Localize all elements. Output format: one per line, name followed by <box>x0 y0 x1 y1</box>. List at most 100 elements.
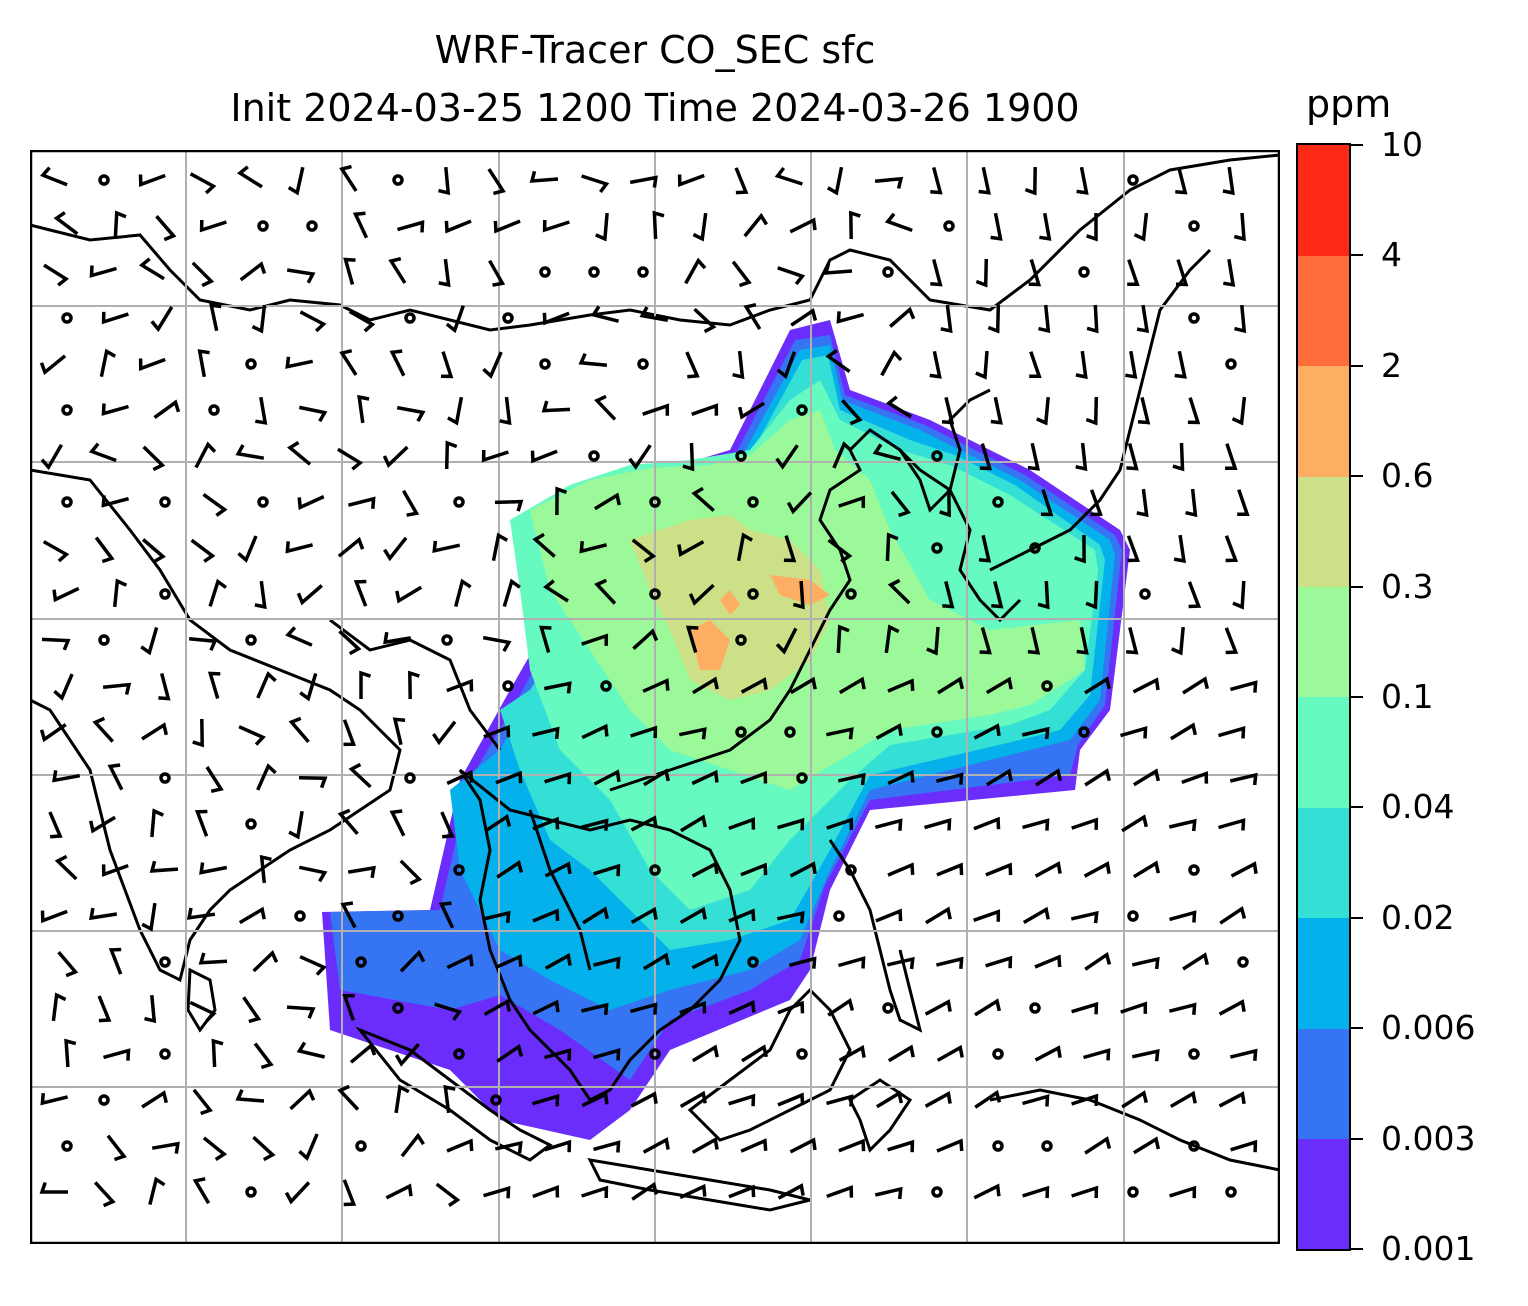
wind-barb <box>679 814 708 833</box>
wind-barb <box>691 1136 719 1154</box>
wind-barb <box>838 1044 866 1062</box>
wind-barb <box>286 441 312 466</box>
wind-barb <box>926 626 940 656</box>
wind-barb <box>199 219 227 233</box>
wind-barb <box>289 1088 316 1111</box>
colorbar-tick-label: 0.1 <box>1381 677 1434 716</box>
wind-barb <box>691 486 715 512</box>
calm-wind-marker <box>490 1094 502 1106</box>
calm-wind-marker <box>453 864 465 876</box>
wind-barb <box>298 1133 319 1161</box>
wind-barb <box>684 257 707 285</box>
wind-barb <box>395 585 423 604</box>
wind-barb <box>777 817 805 831</box>
wind-barb <box>692 212 708 242</box>
wind-barb <box>1085 580 1099 610</box>
wind-barb <box>529 170 559 183</box>
wind-barb <box>199 862 228 875</box>
wind-barb <box>832 441 853 469</box>
colorbar-segment <box>1298 145 1349 256</box>
calm-wind-marker <box>943 220 955 232</box>
wind-barb <box>396 405 426 422</box>
wind-barb <box>141 902 157 932</box>
wind-barb <box>973 816 1001 831</box>
wind-barb <box>496 859 524 879</box>
wind-barb <box>298 776 328 789</box>
calm-wind-marker <box>502 680 514 692</box>
calm-wind-marker <box>796 772 808 784</box>
wind-barb <box>191 261 215 288</box>
wind-barb <box>348 309 376 333</box>
wind-barb <box>432 720 457 746</box>
wind-barb <box>101 403 129 416</box>
wind-barb <box>590 305 620 323</box>
colorbar-tick <box>1351 1248 1363 1250</box>
wind-barb <box>102 682 132 695</box>
colorbar-tick <box>1351 364 1363 367</box>
colorbar-tick-label: 0.02 <box>1381 897 1455 937</box>
wind-barb <box>930 258 943 287</box>
calm-wind-marker <box>931 726 943 738</box>
calm-wind-marker <box>1078 266 1090 278</box>
wind-barb <box>578 352 608 367</box>
wind-barb <box>144 994 157 1024</box>
calm-wind-marker <box>294 910 306 922</box>
colorbar-tick-label: 0.006 <box>1381 1008 1476 1048</box>
wind-barb <box>1218 999 1246 1016</box>
wind-barb <box>1132 768 1161 787</box>
wind-barb <box>688 583 715 606</box>
wind-barb <box>208 578 228 607</box>
calm-wind-marker <box>404 312 416 324</box>
wind-barb <box>789 1137 817 1154</box>
colorbar-tick-label: 2 <box>1381 345 1402 385</box>
calm-wind-marker <box>245 358 257 370</box>
wind-barb <box>642 678 670 693</box>
wind-barb <box>64 1038 77 1068</box>
wind-barb <box>483 998 511 1016</box>
wind-barb <box>740 770 768 785</box>
wind-barb <box>1169 722 1198 741</box>
wind-barb <box>1174 350 1187 379</box>
wind-barb <box>880 349 903 377</box>
wind-barb <box>1071 1093 1099 1106</box>
wind-barb <box>149 860 179 873</box>
calm-wind-marker <box>796 1048 808 1060</box>
wind-barb <box>825 727 854 740</box>
wind-barb <box>786 491 813 515</box>
wind-barb <box>94 536 115 564</box>
wind-barb <box>685 351 700 379</box>
wind-barb <box>1083 861 1111 878</box>
wind-barb <box>929 350 942 379</box>
wind-barb <box>631 1181 659 1201</box>
wind-barb <box>52 770 81 783</box>
wind-barb <box>788 956 817 969</box>
wind-barb <box>1218 726 1246 739</box>
border-inland-1 <box>329 618 502 751</box>
wind-barb <box>52 586 80 603</box>
colorbar-tick-label: 4 <box>1381 235 1402 275</box>
co-band-0.6b <box>720 590 740 615</box>
wind-barb <box>736 532 753 562</box>
wind-barb <box>1218 1091 1246 1108</box>
wind-barb <box>1232 580 1246 610</box>
wind-barb <box>593 1048 621 1061</box>
wind-barb <box>348 762 372 789</box>
wind-barb <box>252 1135 276 1162</box>
wind-barb <box>974 998 1002 1017</box>
wind-barb <box>642 952 671 971</box>
wind-barb <box>593 1140 621 1153</box>
wind-barb <box>438 166 451 196</box>
wind-barb <box>399 859 423 886</box>
wind-barb <box>887 769 915 786</box>
wind-barb <box>838 676 866 695</box>
coastline-newguinea <box>989 1088 1280 1172</box>
wind-barb <box>447 396 464 426</box>
wind-barb <box>1136 304 1150 334</box>
calm-wind-marker <box>159 588 171 600</box>
calm-wind-marker <box>159 956 171 968</box>
wind-barb <box>1224 535 1239 563</box>
colorbar-segment <box>1298 807 1349 919</box>
wind-barb <box>1229 680 1258 693</box>
wind-barb <box>296 584 323 606</box>
wind-barb <box>924 1090 952 1108</box>
